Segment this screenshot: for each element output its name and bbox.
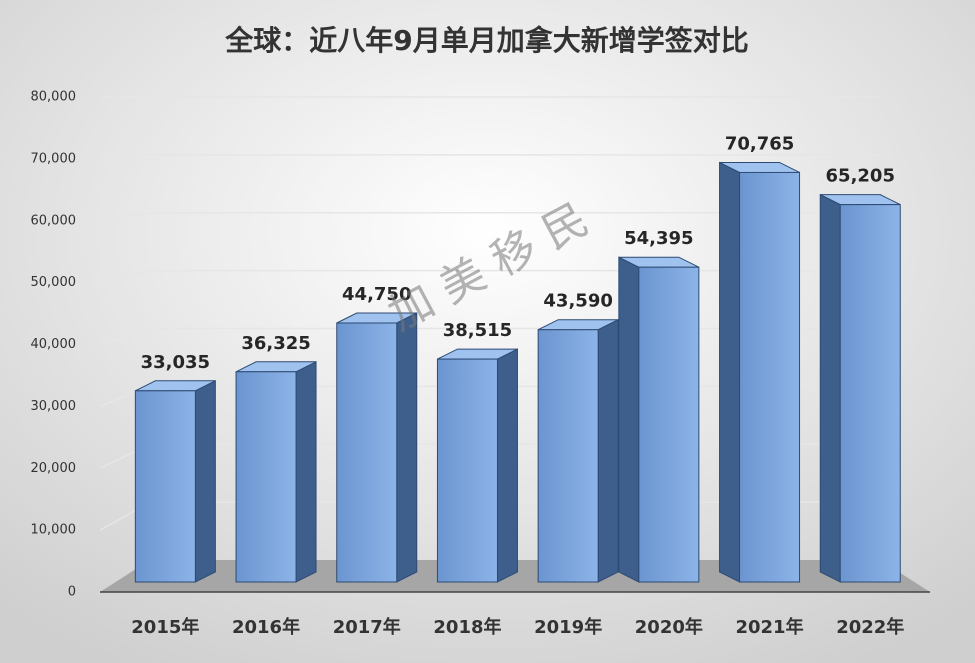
bar: [638, 266, 700, 583]
y-tick-label: 80,000: [31, 90, 77, 105]
bar-side: [194, 380, 216, 583]
value-label: 36,325: [241, 333, 310, 354]
y-tick-label: 20,000: [31, 461, 77, 476]
x-tick-label: 2020年: [635, 616, 703, 638]
y-tick-label: 0: [68, 585, 76, 600]
x-tick-label: 2016年: [232, 616, 300, 638]
value-label: 65,205: [826, 166, 895, 187]
value-label: 33,035: [141, 352, 210, 373]
bar: [537, 329, 599, 583]
x-tick-label: 2019年: [534, 616, 602, 638]
x-tick-label: 2022年: [836, 616, 904, 638]
bar-side: [396, 312, 418, 583]
value-label: 70,765: [725, 133, 794, 154]
grid-line: [99, 154, 880, 160]
y-tick-label: 50,000: [31, 275, 77, 290]
bar: [235, 371, 297, 583]
value-label: 54,395: [624, 228, 693, 249]
y-tick-label: 30,000: [31, 399, 77, 414]
value-label: 44,750: [342, 284, 411, 305]
plot: 0 10,000 20,000 30,000 40,000 50,000 60,000 70,…: [31, 90, 905, 639]
bar-side: [618, 256, 640, 583]
grid-line: [99, 212, 880, 222]
bar-side: [719, 161, 741, 583]
bar: [739, 171, 801, 583]
bar-side: [819, 193, 841, 583]
x-tick-label: 2018年: [433, 616, 501, 638]
bar: [839, 204, 901, 583]
bar-side: [597, 318, 619, 583]
bar: [134, 390, 196, 583]
bar: [336, 322, 398, 583]
y-tick-label: 40,000: [31, 337, 77, 352]
y-tick-label: 10,000: [31, 523, 77, 538]
value-label: 38,515: [443, 320, 512, 341]
x-tick-label: 2021年: [735, 616, 803, 638]
bar: [436, 358, 498, 583]
chart-title: 全球：近八年9月单月加拿大新增学签对比: [224, 24, 749, 57]
y-tick-label: 60,000: [31, 213, 77, 228]
x-tick-label: 2015年: [131, 616, 199, 638]
value-label: 43,590: [543, 291, 612, 312]
y-tick-label: 70,000: [31, 151, 77, 166]
bar-side: [496, 348, 518, 583]
bar-side: [295, 360, 317, 583]
x-tick-label: 2017年: [333, 616, 401, 638]
